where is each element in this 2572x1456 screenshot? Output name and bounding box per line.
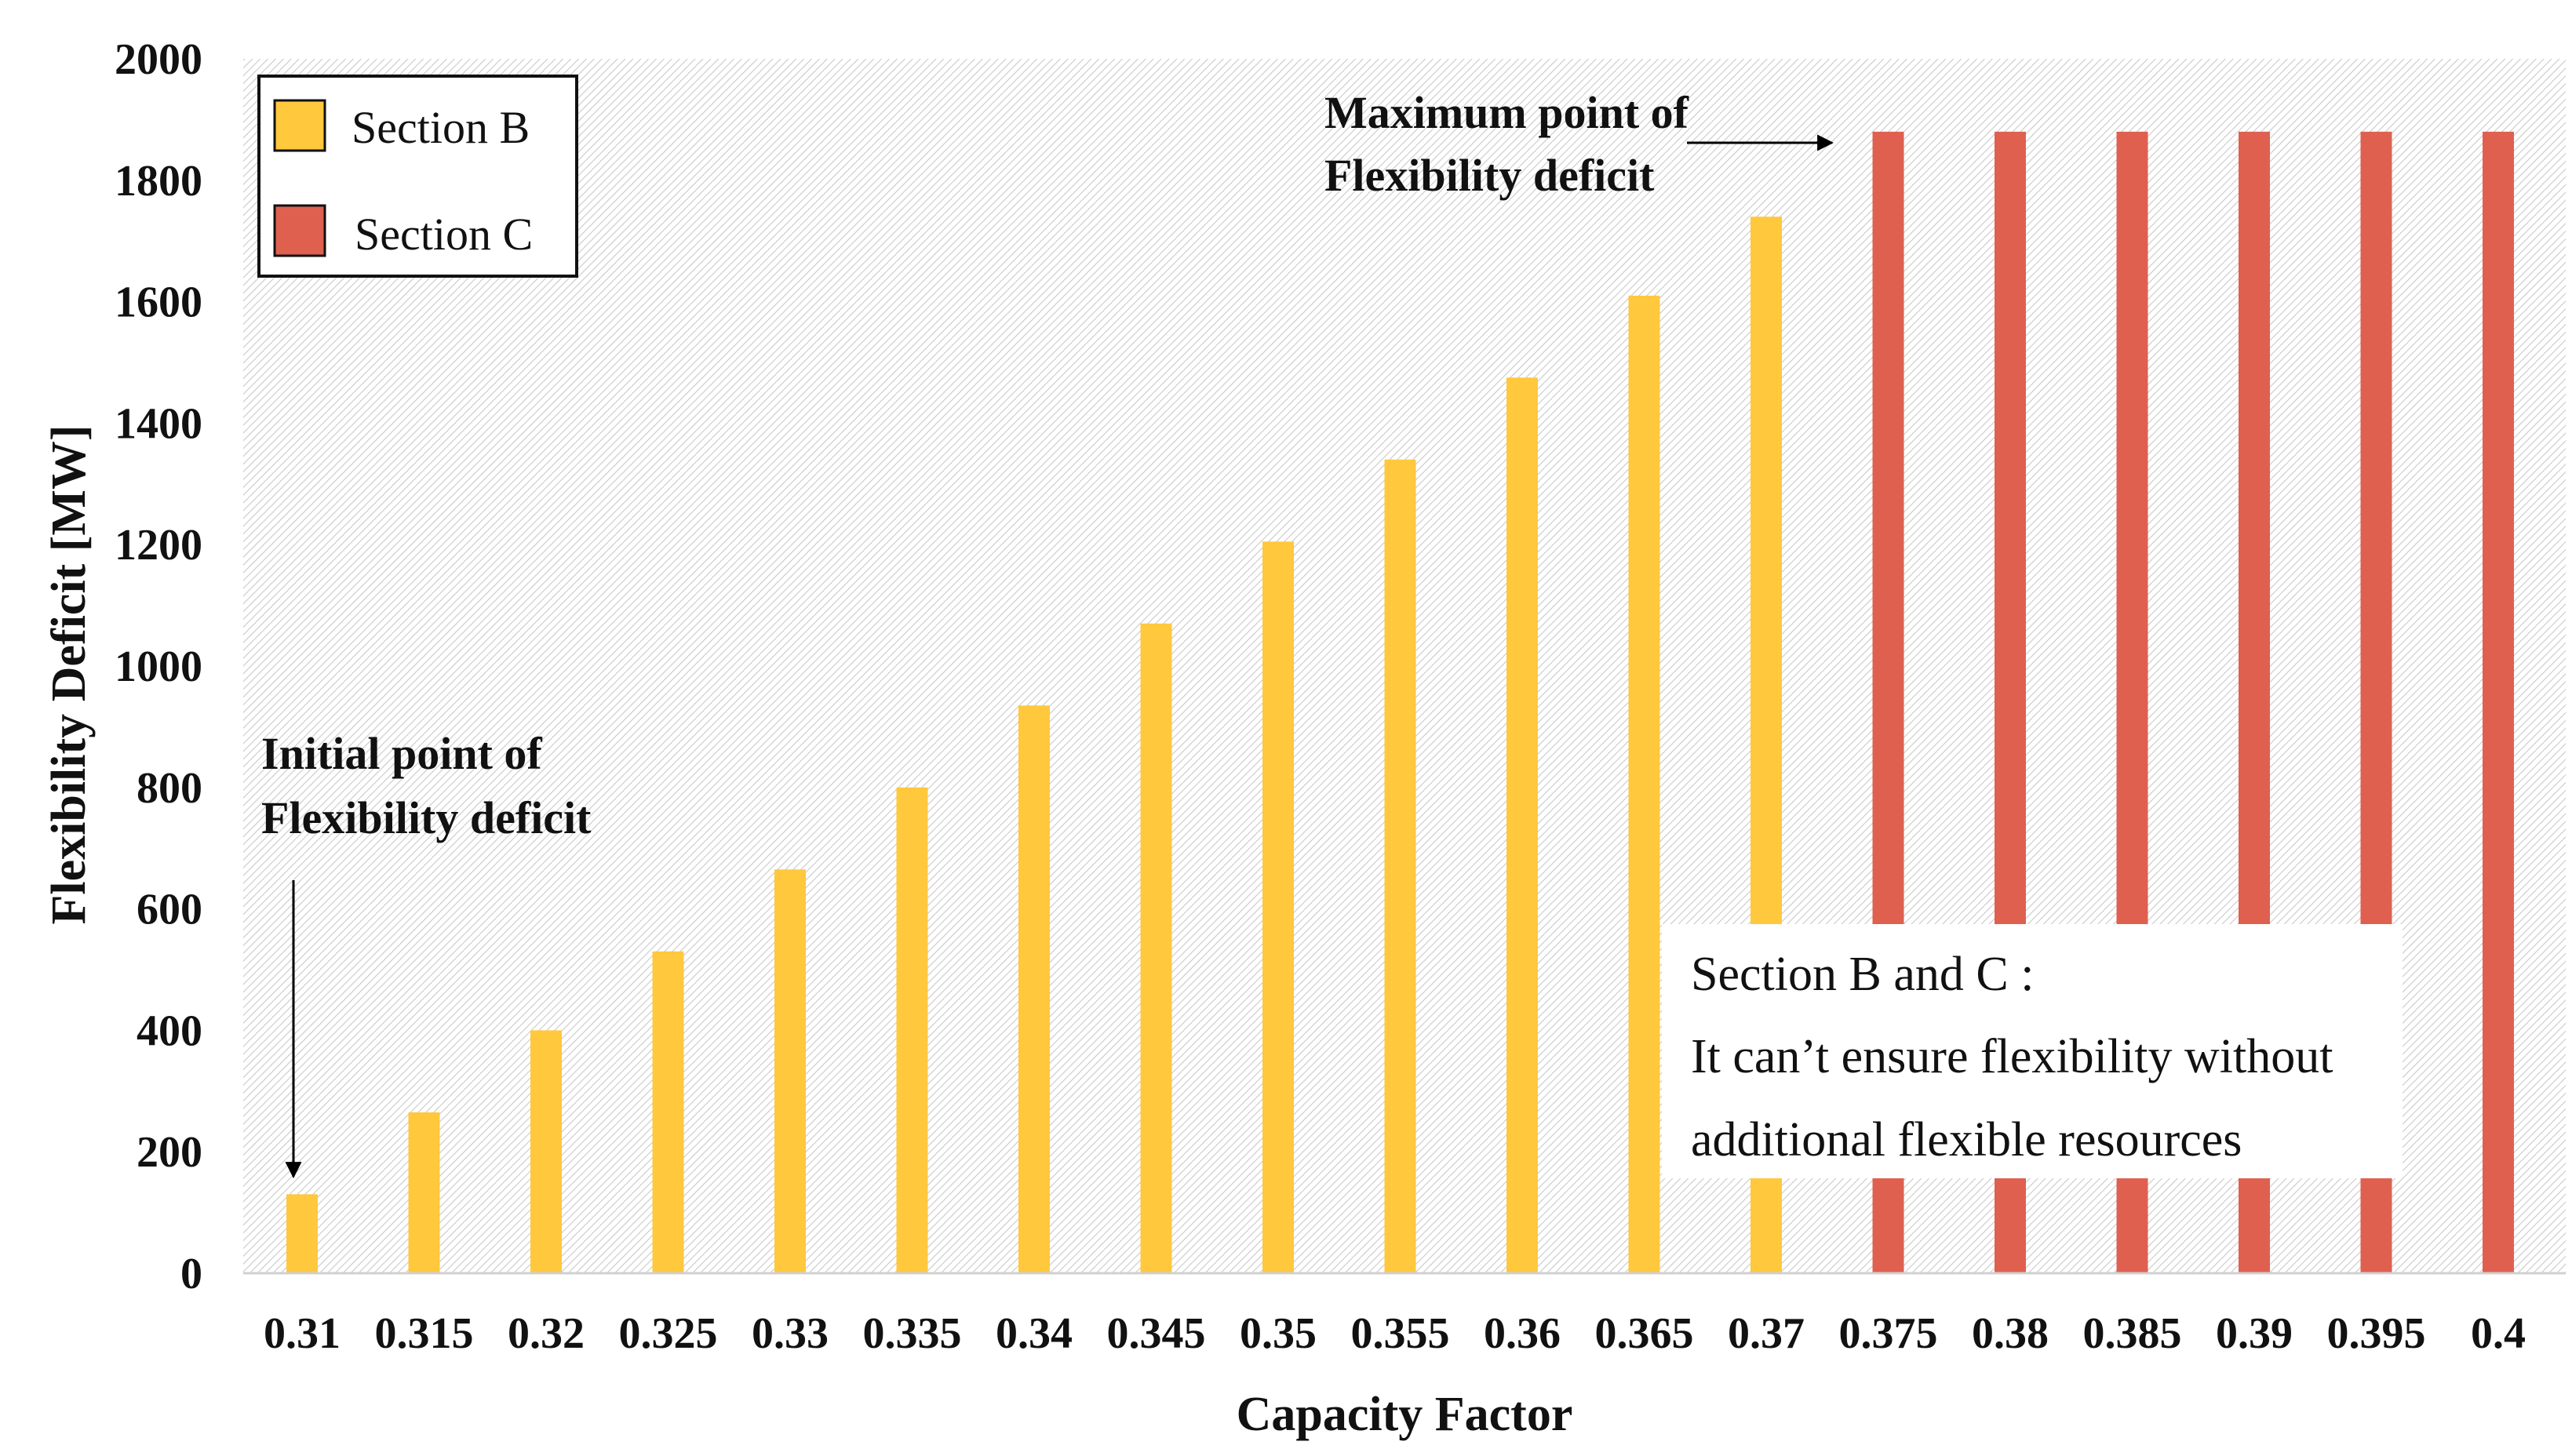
y-tick-label: 1400 [115, 399, 202, 448]
bar-section-b [652, 951, 684, 1273]
maximum-point-annotation: Maximum point of Flexibility deficit [1324, 87, 1834, 201]
x-tick-label: 0.335 [863, 1309, 962, 1358]
x-tick-label: 0.315 [375, 1309, 474, 1358]
y-tick-label: 600 [137, 886, 202, 934]
x-tick-label: 0.385 [2083, 1309, 2182, 1358]
x-axis-title: Capacity Factor [1237, 1388, 1573, 1441]
y-axis-title: Flexibility Deficit [MW] [42, 424, 96, 924]
legend: Section B Section C [257, 75, 578, 278]
bar-section-b [1384, 459, 1416, 1273]
x-tick-label: 0.4 [2471, 1309, 2526, 1358]
x-axis-ticks: 0.31 0.315 0.32 0.325 0.33 0.335 0.34 0.345 0.35… [264, 1309, 2526, 1358]
bar-section-b [1628, 295, 1660, 1273]
x-tick-label: 0.395 [2327, 1309, 2426, 1358]
legend-swatch-section-c [273, 204, 326, 257]
bar-section-b [1140, 623, 1172, 1273]
legend-label-section-b: Section B [352, 102, 530, 153]
legend-swatch-section-b [273, 99, 326, 152]
y-tick-label: 200 [137, 1128, 202, 1177]
legend-label-section-c: Section C [355, 209, 533, 260]
bar-section-b [1262, 541, 1294, 1273]
x-tick-label: 0.325 [619, 1309, 718, 1358]
bar-section-b [896, 787, 928, 1273]
bar-section-c [2483, 131, 2514, 1273]
x-tick-label: 0.38 [1972, 1309, 2049, 1358]
section-note-box [1662, 924, 2403, 1178]
y-tick-label: 0 [180, 1250, 202, 1298]
bar-section-b [774, 869, 806, 1273]
x-tick-label: 0.37 [1728, 1309, 1805, 1358]
x-tick-label: 0.34 [996, 1309, 1073, 1358]
x-tick-label: 0.33 [752, 1309, 829, 1358]
x-tick-label: 0.345 [1107, 1309, 1206, 1358]
initial-point-label-line1: Initial point of [261, 728, 542, 779]
y-tick-label: 1200 [115, 521, 202, 570]
y-tick-label: 800 [137, 764, 202, 813]
maximum-point-label-line2: Flexibility deficit [1324, 150, 1655, 201]
x-tick-label: 0.35 [1240, 1309, 1317, 1358]
bar-section-b [530, 1030, 562, 1273]
bar-section-b [408, 1112, 440, 1273]
y-tick-label: 1800 [115, 157, 202, 206]
x-tick-label: 0.39 [2216, 1309, 2293, 1358]
y-tick-label: 2000 [115, 35, 202, 84]
section-note: Section B and C : It can’t ensure flexib… [1662, 924, 2403, 1178]
initial-point-label-line2: Flexibility deficit [261, 792, 592, 843]
x-tick-label: 0.365 [1595, 1309, 1694, 1358]
initial-point-annotation: Initial point of Flexibility deficit [261, 728, 592, 1179]
x-tick-label: 0.375 [1839, 1309, 1938, 1358]
bar-section-b [1506, 377, 1538, 1274]
x-tick-label: 0.32 [508, 1309, 585, 1358]
x-tick-label: 0.36 [1484, 1309, 1561, 1358]
section-note-line3: additional flexible resources [1691, 1113, 2242, 1167]
x-tick-label: 0.355 [1351, 1309, 1450, 1358]
bar-section-b [1018, 705, 1050, 1273]
y-axis-ticks: 0 200 400 600 800 1000 1200 1400 1600 1800 2000 [115, 35, 202, 1298]
section-note-line2: It can’t ensure flexibility without [1691, 1030, 2333, 1083]
y-tick-label: 1000 [115, 642, 202, 691]
y-tick-label: 1600 [115, 278, 202, 327]
section-note-line1: Section B and C : [1691, 948, 2034, 1001]
bar-section-b [286, 1194, 318, 1273]
x-tick-label: 0.31 [264, 1309, 341, 1358]
maximum-point-label-line1: Maximum point of [1324, 87, 1689, 138]
y-tick-label: 400 [137, 1006, 202, 1055]
